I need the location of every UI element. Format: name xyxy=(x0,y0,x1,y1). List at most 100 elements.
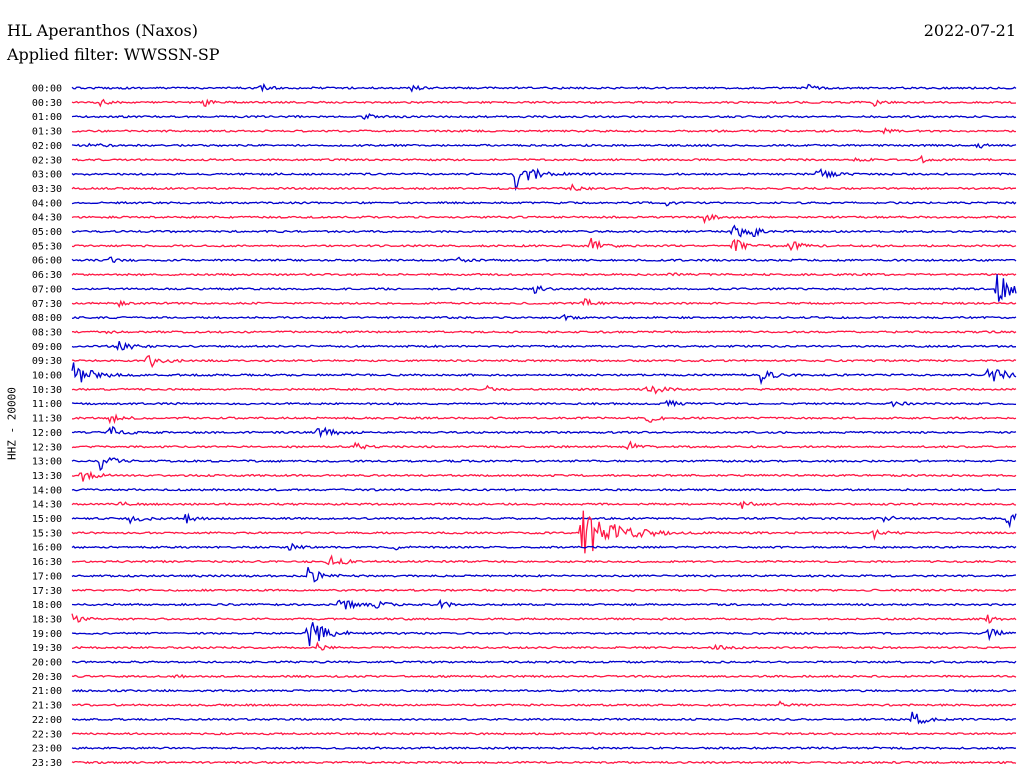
row-time-label: 19:30 xyxy=(32,643,62,654)
row-time-label: 03:00 xyxy=(32,170,62,181)
trace-line xyxy=(71,154,1017,164)
row-time-label: 16:00 xyxy=(32,543,62,554)
trace-line xyxy=(71,613,1017,624)
trace-line xyxy=(71,341,1017,351)
trace-line xyxy=(71,500,1017,509)
row-time-label: 12:30 xyxy=(32,442,62,453)
row-time-label: 01:30 xyxy=(32,127,62,138)
row-time-label: 20:00 xyxy=(32,658,62,669)
trace-line xyxy=(71,112,1017,120)
trace-line xyxy=(71,167,1017,192)
trace-line xyxy=(71,224,1017,238)
row-time-label: 09:30 xyxy=(32,356,62,367)
row-time-label: 20:30 xyxy=(32,672,62,683)
trace-line xyxy=(71,641,1017,651)
trace-line xyxy=(71,362,1017,386)
trace-line xyxy=(71,470,1017,482)
trace-line xyxy=(71,732,1017,736)
trace-line xyxy=(71,272,1017,277)
row-time-label: 08:30 xyxy=(32,327,62,338)
row-time-label: 04:30 xyxy=(32,213,62,224)
row-time-label: 06:00 xyxy=(32,256,62,267)
trace-line xyxy=(71,554,1017,566)
trace-line xyxy=(71,746,1017,750)
row-time-label: 08:00 xyxy=(32,313,62,324)
row-time-label: 22:00 xyxy=(32,715,62,726)
row-time-label: 02:30 xyxy=(32,155,62,166)
row-time-label: 13:30 xyxy=(32,471,62,482)
row-time-label: 15:00 xyxy=(32,514,62,525)
trace-line xyxy=(71,413,1017,425)
trace-line xyxy=(71,673,1017,679)
trace-line xyxy=(71,298,1017,309)
row-time-label: 14:30 xyxy=(32,500,62,511)
row-time-label: 18:00 xyxy=(32,600,62,611)
row-time-label: 10:00 xyxy=(32,371,62,382)
trace-line xyxy=(71,183,1017,192)
row-time-label: 16:30 xyxy=(32,557,62,568)
trace-line xyxy=(71,98,1017,108)
trace-line xyxy=(71,456,1017,472)
row-time-label: 06:30 xyxy=(32,270,62,281)
trace-line xyxy=(71,688,1017,693)
trace-line xyxy=(71,399,1017,408)
trace-line xyxy=(71,510,1017,554)
trace-line xyxy=(71,142,1017,149)
trace-line xyxy=(71,330,1017,335)
date-label: 2022-07-21 xyxy=(923,21,1016,40)
trace-line xyxy=(71,588,1017,592)
row-time-label: 22:30 xyxy=(32,729,62,740)
trace-line xyxy=(71,488,1017,492)
trace-line xyxy=(71,425,1017,439)
trace-line xyxy=(71,313,1017,322)
row-time-label: 11:30 xyxy=(32,414,62,425)
trace-line xyxy=(71,274,1017,302)
header: HL Aperanthos (Naxos) Applied filter: WW… xyxy=(7,21,220,69)
row-time-label: 21:30 xyxy=(32,701,62,712)
station-title: HL Aperanthos (Naxos) xyxy=(7,21,198,40)
row-time-label: 00:00 xyxy=(32,84,62,95)
trace-line xyxy=(71,660,1017,664)
row-time-label: 05:00 xyxy=(32,227,62,238)
row-time-label: 05:30 xyxy=(32,241,62,252)
row-time-label: 03:30 xyxy=(32,184,62,195)
trace-line xyxy=(72,711,1016,725)
row-time-label: 15:30 xyxy=(32,528,62,539)
row-time-label: 17:00 xyxy=(32,571,62,582)
row-time-label: 19:00 xyxy=(32,629,62,640)
trace-line xyxy=(71,200,1017,207)
row-time-label: 17:30 xyxy=(32,586,62,597)
trace-line xyxy=(71,256,1017,263)
trace-line xyxy=(71,127,1017,135)
trace-line xyxy=(71,760,1017,765)
trace-line xyxy=(71,82,1017,93)
trace-line xyxy=(71,567,1017,583)
row-time-label: 12:00 xyxy=(32,428,62,439)
row-time-label: 07:30 xyxy=(32,299,62,310)
row-time-label: 04:00 xyxy=(32,198,62,209)
trace-line xyxy=(71,440,1017,451)
trace-line xyxy=(71,700,1017,707)
row-time-label: 00:30 xyxy=(32,98,62,109)
trace-line xyxy=(71,598,1017,610)
filter-label: Applied filter: WWSSN-SP xyxy=(7,45,220,64)
row-time-label: 07:00 xyxy=(32,284,62,295)
trace-line xyxy=(71,384,1017,395)
row-time-label: 13:00 xyxy=(32,457,62,468)
trace-line xyxy=(71,622,1017,647)
row-time-label: 21:00 xyxy=(32,686,62,697)
row-time-label: 01:00 xyxy=(32,112,62,123)
row-time-label: 23:00 xyxy=(32,744,62,755)
row-time-label: 11:00 xyxy=(32,399,62,410)
row-time-label: 14:00 xyxy=(32,485,62,496)
trace-line xyxy=(71,512,1017,529)
row-time-label: 02:00 xyxy=(32,141,62,152)
row-time-label: 10:30 xyxy=(32,385,62,396)
trace-line xyxy=(71,237,1017,252)
row-time-label: 18:30 xyxy=(32,614,62,625)
row-time-label: 23:30 xyxy=(32,758,62,769)
trace-line xyxy=(71,542,1017,551)
trace-line xyxy=(71,354,1017,369)
row-time-label: 09:00 xyxy=(32,342,62,353)
